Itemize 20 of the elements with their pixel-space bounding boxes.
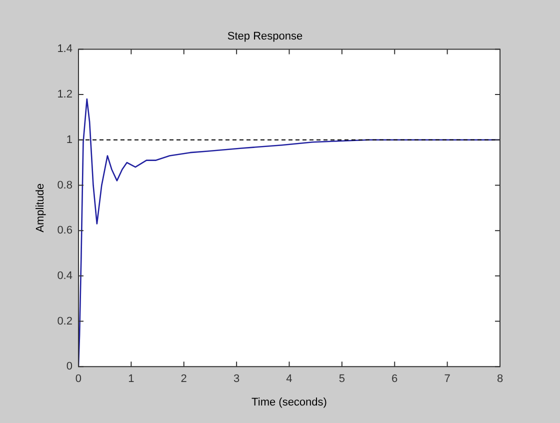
- x-tick-label: 8: [496, 373, 504, 386]
- x-tick-label: 4: [286, 373, 292, 386]
- y-tick-label: 0.6: [57, 224, 72, 237]
- x-tick-label: 3: [233, 373, 240, 386]
- x-tick-label: 7: [444, 373, 450, 386]
- x-tick-label: 1: [128, 373, 134, 386]
- y-tick-label: 0.8: [57, 179, 72, 192]
- x-tick-label: 6: [392, 373, 398, 386]
- y-tick-label: 1.2: [57, 88, 72, 101]
- y-tick-label: 0.2: [57, 315, 72, 328]
- y-tick-label: 1: [66, 134, 72, 146]
- y-tick-label: 0.4: [57, 270, 72, 282]
- y-tick-label: 0: [66, 360, 72, 373]
- x-tick-label: 5: [338, 373, 345, 386]
- x-axis-title: Time (seconds): [252, 396, 327, 408]
- y-axis-title: Amplitude: [34, 183, 47, 232]
- chart-title: Step Response: [227, 30, 303, 43]
- x-tick-label: 2: [180, 373, 187, 386]
- y-tick-label: 1.4: [57, 43, 72, 56]
- x-tick-label: 0: [75, 373, 82, 386]
